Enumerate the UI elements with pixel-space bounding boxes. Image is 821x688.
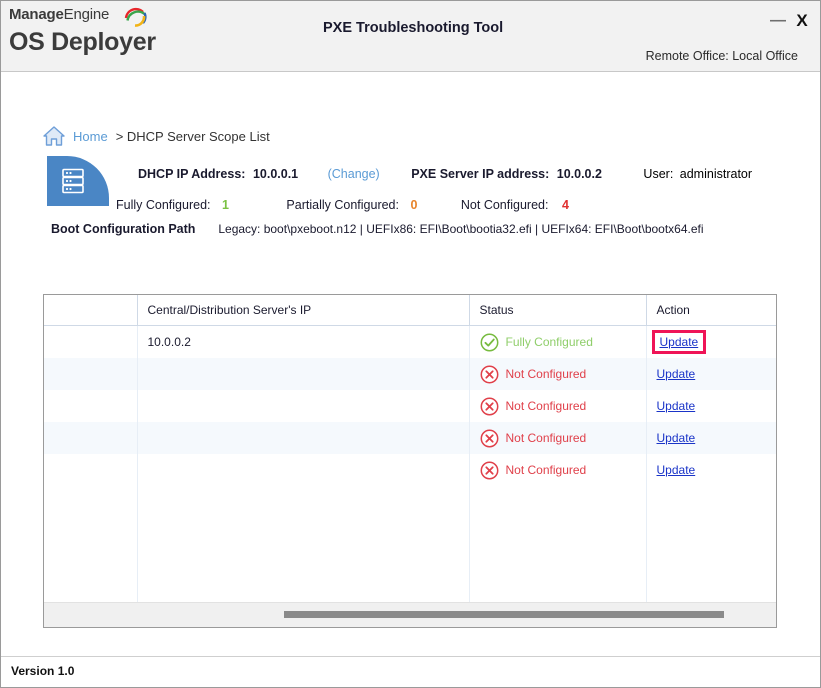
column-header-action: Action	[646, 295, 776, 326]
user-value: administrator	[679, 167, 753, 181]
column-header-blank	[44, 295, 138, 326]
partially-configured-count: 0	[410, 198, 418, 212]
title-bar: ManageEngine OS Deployer PXE Troubleshoo…	[1, 1, 820, 72]
server-ip-cell: 10.0.0.2	[137, 325, 470, 358]
horizontal-scrollbar[interactable]	[44, 602, 776, 627]
update-link[interactable]: Update	[656, 399, 696, 413]
x-circle-icon	[480, 397, 498, 415]
info-panel: DHCP IP Address: 10.0.0.1 (Change) PXE S…	[43, 156, 783, 246]
scope-list-table: Central/Distribution Server's IP Status …	[44, 295, 776, 627]
user-label: User:	[643, 167, 674, 181]
manageengine-swoosh-icon	[124, 7, 147, 27]
row-select-cell	[44, 390, 138, 422]
column-header-status: Status	[469, 295, 647, 326]
boot-path-label: Boot Configuration Path	[51, 222, 196, 236]
action-cell: Update	[646, 326, 776, 359]
breadcrumb-home-link[interactable]: Home	[73, 128, 108, 144]
x-circle-icon	[480, 429, 498, 447]
server-rack-icon	[62, 168, 84, 194]
horizontal-scrollbar-thumb[interactable]	[284, 611, 724, 618]
update-link[interactable]: Update	[656, 367, 696, 381]
server-ip-cell	[137, 390, 470, 422]
update-link[interactable]: Update	[659, 335, 699, 349]
status-cell: Not Configured	[469, 390, 647, 422]
brand-engine-text: Engine	[63, 6, 110, 23]
server-ip-cell	[137, 454, 470, 486]
change-dhcp-link[interactable]: (Change)	[327, 167, 380, 181]
breadcrumb: Home > DHCP Server Scope List	[41, 121, 270, 151]
table-row[interactable]: Not Configured Update	[44, 390, 776, 422]
close-button[interactable]: X	[796, 11, 808, 30]
status-cell: Not Configured	[469, 454, 647, 486]
row-select-cell	[44, 422, 138, 454]
table-row[interactable]: 10.0.0.2 Fully Configured Update	[44, 325, 776, 359]
brand-logo: ManageEngine OS Deployer	[9, 6, 199, 57]
server-badge	[47, 156, 109, 206]
check-circle-icon	[480, 333, 498, 351]
boot-path-value: Legacy: boot\pxeboot.n12 | UEFIx86: EFI\…	[218, 222, 704, 236]
row-select-cell	[44, 325, 138, 358]
info-counts-line: Fully Configured: 1 Partially Configured…	[116, 198, 776, 212]
minimize-button[interactable]: —	[770, 12, 786, 29]
action-cell: Update	[646, 358, 776, 390]
table-row[interactable]: Not Configured Update	[44, 358, 776, 390]
footer-bar: Version 1.0	[1, 656, 820, 687]
window-title: PXE Troubleshooting Tool	[323, 20, 504, 36]
update-link[interactable]: Update	[656, 431, 696, 445]
status-cell: Not Configured	[469, 422, 647, 454]
update-link[interactable]: Update	[656, 463, 696, 477]
row-select-cell	[44, 454, 138, 486]
scope-list-table-panel: Central/Distribution Server's IP Status …	[43, 294, 777, 628]
row-select-cell	[44, 358, 138, 390]
dhcp-ip-value: 10.0.0.1	[252, 167, 299, 181]
remote-office-label: Remote Office: Local Office	[645, 49, 798, 63]
partially-configured-label: Partially Configured:	[286, 198, 399, 212]
status-label: Fully Configured	[505, 335, 593, 349]
fully-configured-label: Fully Configured:	[116, 198, 211, 212]
table-header-row: Central/Distribution Server's IP Status …	[44, 295, 776, 326]
x-circle-icon	[480, 365, 498, 383]
action-cell: Update	[646, 390, 776, 422]
table-row[interactable]: Not Configured Update	[44, 454, 776, 486]
status-cell: Fully Configured	[469, 325, 647, 358]
status-cell: Not Configured	[469, 358, 647, 390]
status-label: Not Configured	[505, 367, 587, 381]
action-cell: Update	[646, 422, 776, 454]
breadcrumb-current-page: > DHCP Server Scope List	[115, 128, 270, 144]
action-cell: Update	[646, 454, 776, 486]
status-label: Not Configured	[505, 463, 587, 477]
info-primary-line: DHCP IP Address: 10.0.0.1 (Change) PXE S…	[138, 167, 778, 181]
table-row[interactable]: Not Configured Update	[44, 422, 776, 454]
status-label: Not Configured	[505, 399, 587, 413]
not-configured-label: Not Configured:	[460, 198, 549, 212]
server-ip-cell	[137, 422, 470, 454]
server-ip-cell	[137, 358, 470, 390]
version-label: Version 1.0	[11, 664, 75, 678]
update-link-highlight: Update	[651, 330, 707, 354]
brand-manage-text: Manage	[9, 6, 64, 23]
boot-configuration-path-row: Boot Configuration Path Legacy: boot\pxe…	[43, 222, 783, 236]
column-header-server-ip: Central/Distribution Server's IP	[137, 295, 470, 326]
home-icon[interactable]	[41, 124, 67, 148]
status-label: Not Configured	[505, 431, 587, 445]
x-circle-icon	[480, 461, 498, 479]
not-configured-count: 4	[561, 198, 569, 212]
dhcp-ip-label: DHCP IP Address:	[138, 167, 246, 181]
pxe-ip-value: 10.0.0.2	[556, 167, 602, 181]
brand-product-name: OS Deployer	[9, 28, 156, 56]
fully-configured-count: 1	[221, 198, 229, 212]
brand-wordmark: ManageEngine	[9, 6, 199, 27]
pxe-ip-label: PXE Server IP address:	[411, 167, 550, 181]
